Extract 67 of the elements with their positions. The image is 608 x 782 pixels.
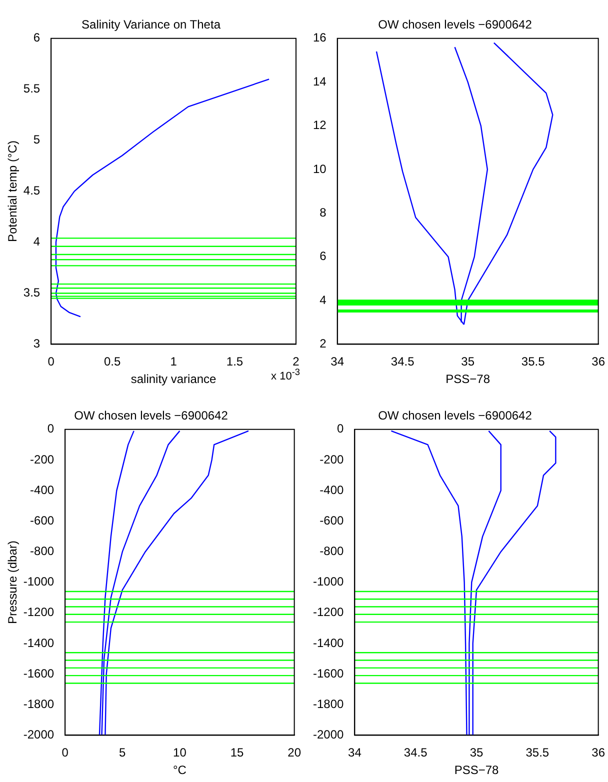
x-tick-label: 1 (170, 354, 178, 369)
chart-title: OW chosen levels −6900642 (378, 408, 532, 423)
x-tick-label: 36 (592, 354, 606, 369)
x-tick-label: 1.5 (226, 354, 244, 369)
y-tick-label: -800 (30, 544, 54, 558)
x-axis-title: salinity variance (130, 372, 217, 386)
x-tick-label: 5 (119, 746, 126, 760)
y-tick-label: 3.5 (23, 286, 40, 300)
y-tick-label: -1800 (312, 696, 344, 711)
text: x 10$^{-3}$ (271, 367, 300, 383)
y-tick-label: 5.5 (23, 82, 40, 96)
x-tick-label: 35.5 (521, 354, 546, 369)
y-tick-label: 2 (320, 336, 327, 351)
y-tick-label: 4.5 (23, 184, 40, 198)
y-tick-label: -1800 (23, 696, 54, 711)
chart-title: OW chosen levels −6900642 (378, 18, 532, 32)
x-tick-label: 34.5 (390, 354, 415, 369)
y-tick-label: -1200 (312, 605, 344, 620)
y-tick-label: -1600 (23, 666, 54, 680)
x-tick-label: 36 (592, 746, 606, 760)
y-tick-label: 12 (312, 118, 327, 132)
x-tick-label: 35.5 (526, 746, 550, 760)
chart-title: Salinity Variance on Theta (82, 18, 221, 32)
x-tick-label: 20 (288, 746, 302, 760)
x-tick-label: 34.5 (404, 746, 428, 760)
y-axis-title: Potential temp (°C) (6, 140, 20, 242)
x-axis-title: °C (172, 763, 187, 778)
x-tick-label: 35 (470, 746, 484, 760)
y-tick-label: -600 (30, 513, 54, 528)
y-tick-label: -200 (30, 452, 54, 466)
y-axis-title: Pressure (dbar) (6, 540, 20, 624)
x-tick-label: 0 (62, 746, 69, 760)
y-tick-label: 16 (312, 30, 327, 45)
x-tick-label: 34 (348, 746, 362, 760)
y-tick-label: -1200 (23, 605, 54, 620)
y-tick-label: -1000 (23, 574, 54, 589)
y-tick-label: -800 (320, 544, 344, 558)
x-tick-label: 35 (461, 354, 475, 369)
y-tick-label: -1400 (312, 636, 344, 650)
y-tick-label: -1600 (312, 666, 344, 680)
y-tick-label: -1000 (312, 574, 344, 589)
y-tick-label: -400 (320, 482, 344, 497)
y-tick-label: 6 (320, 249, 327, 264)
x-axis-title: PSS−78 (446, 372, 490, 386)
y-tick-label: 14 (312, 74, 327, 88)
y-tick-label: 4 (320, 292, 327, 307)
y-tick-label: 5 (33, 132, 40, 147)
y-tick-label: 10 (312, 162, 327, 176)
y-tick-label: -2000 (312, 728, 344, 742)
y-tick-label: 0 (47, 422, 54, 436)
y-tick-label: 4 (33, 234, 40, 249)
x-tick-label: 10 (173, 746, 187, 760)
x-tick-label: 15 (230, 746, 244, 760)
y-tick-label: -1400 (23, 636, 54, 650)
y-tick-label: -600 (320, 513, 344, 528)
y-tick-label: -200 (320, 452, 344, 466)
y-tick-label: 0 (337, 422, 344, 436)
y-tick-label: 6 (33, 30, 40, 45)
chart-title: OW chosen levels −6900642 (74, 408, 228, 423)
x-tick-label: 34 (330, 354, 344, 369)
y-tick-label: 3 (33, 336, 40, 351)
y-tick-label: -2000 (23, 728, 54, 742)
x-tick-label: 2 (292, 354, 300, 369)
x-tick-label: 0.5 (104, 354, 121, 369)
x-axis-title: PSS−78 (454, 763, 500, 778)
y-tick-label: -400 (30, 482, 54, 497)
y-tick-label: 8 (320, 205, 327, 220)
